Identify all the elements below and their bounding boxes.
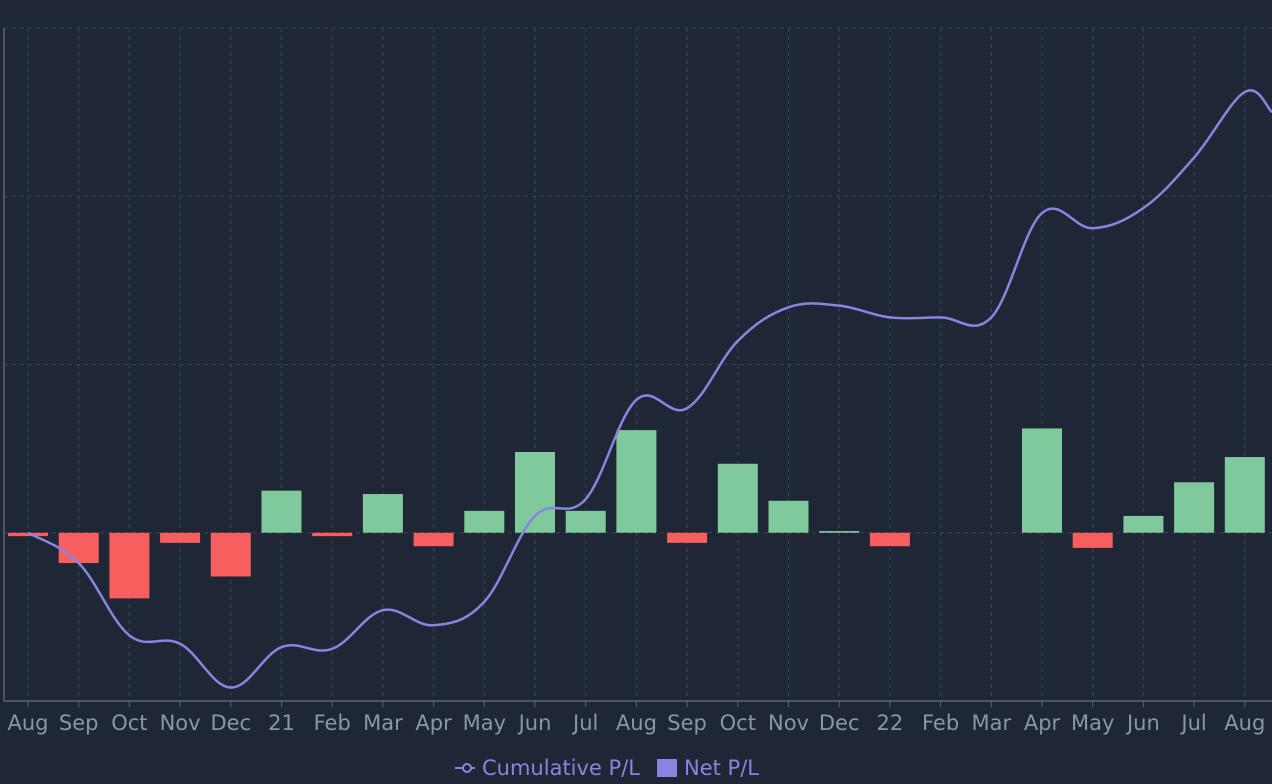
net-pl-bar-17 (869, 532, 910, 547)
x-tick-label-9: May (463, 711, 506, 735)
net-pl-bar-8 (413, 532, 454, 547)
cumulative-pl-line (27, 89, 1272, 689)
net-pl-bar-9 (464, 510, 505, 533)
x-tick-label-13: Sep (667, 711, 707, 735)
net-pl-bars (8, 428, 1265, 599)
grid-layer (3, 27, 1272, 702)
x-tick-label-22: Jun (1125, 711, 1160, 735)
x-axis: Aug Sep Oct Nov Dec 21 Feb Mar Apr May Jun Jul Aug Se… (7, 701, 1265, 735)
x-tick-label-4: Dec (210, 711, 251, 735)
legend[interactable]: Cumulative P/L Net P/L (455, 756, 759, 780)
x-tick-label-17: 22 (877, 711, 904, 735)
x-tick-label-15: Nov (768, 711, 809, 735)
x-tick-label-21: May (1071, 711, 1114, 735)
net-pl-bar-6 (312, 532, 353, 537)
net-pl-bar-0 (8, 532, 48, 537)
legend-label-cumulative-pl: Cumulative P/L (482, 756, 640, 780)
net-pl-bar-5 (261, 490, 302, 533)
net-pl-bar-3 (160, 532, 201, 543)
net-pl-bar-16 (819, 531, 860, 533)
net-pl-bar-14 (717, 463, 758, 533)
net-pl-bar-21 (1072, 532, 1113, 548)
x-tick-label-0: Aug (7, 711, 48, 735)
legend-item-net-pl[interactable]: Net P/L (657, 756, 759, 780)
net-pl-bar-15 (768, 500, 809, 533)
legend-label-net-pl: Net P/L (684, 756, 759, 780)
x-tick-label-11: Jul (571, 711, 598, 735)
x-tick-label-12: Aug (616, 711, 657, 735)
net-pl-bar-20 (1022, 428, 1062, 533)
legend-circle-marker-icon (462, 763, 472, 773)
net-pl-bar-22 (1123, 515, 1164, 533)
x-tick-label-2: Oct (111, 711, 147, 735)
x-tick-label-19: Mar (971, 711, 1011, 735)
net-pl-bar-12 (616, 430, 657, 533)
net-pl-bar-23 (1174, 482, 1215, 533)
x-tick-label-1: Sep (59, 711, 99, 735)
net-pl-bar-7 (362, 494, 403, 533)
net-pl-bar-4 (210, 532, 251, 577)
x-tick-label-10: Jun (517, 711, 552, 735)
cumulative-pl-line-layer (27, 89, 1272, 689)
x-tick-label-23: Jul (1179, 711, 1206, 735)
x-tick-label-24: Aug (1224, 711, 1265, 735)
x-tick-label-14: Oct (720, 711, 756, 735)
x-tick-label-3: Nov (160, 711, 201, 735)
x-tick-label-16: Dec (819, 711, 860, 735)
x-tick-label-20: Apr (1024, 711, 1061, 735)
legend-square-marker-icon (657, 759, 677, 777)
x-tick-label-18: Feb (922, 711, 959, 735)
net-pl-bar-11 (565, 510, 606, 533)
legend-item-cumulative-pl[interactable]: Cumulative P/L (455, 756, 640, 780)
x-tick-label-8: Apr (415, 711, 452, 735)
net-pl-bar-24 (1224, 457, 1265, 533)
x-tick-label-6: Feb (314, 711, 351, 735)
net-pl-bar-10 (515, 451, 555, 533)
net-pl-bar-13 (667, 532, 708, 543)
net-pl-bar-2 (109, 532, 150, 599)
net-pl-bar-1 (58, 532, 99, 564)
x-tick-label-5: 21 (268, 711, 295, 735)
x-tick-label-7: Mar (363, 711, 403, 735)
